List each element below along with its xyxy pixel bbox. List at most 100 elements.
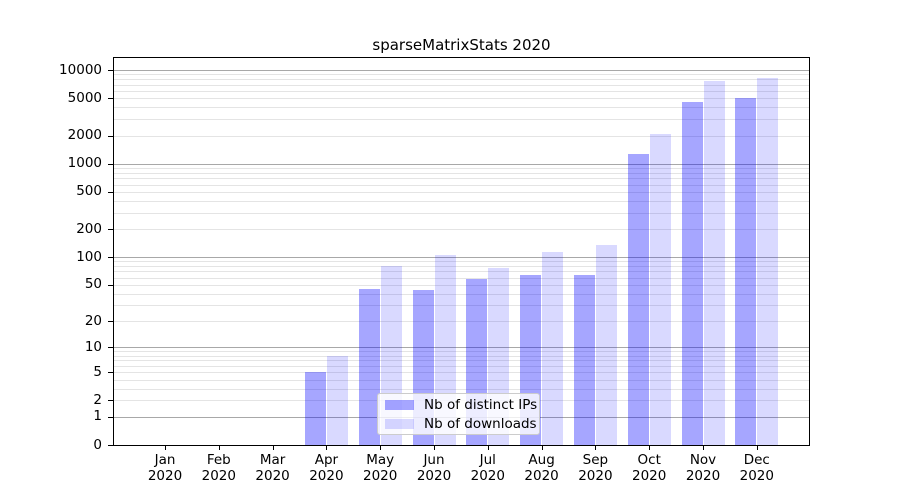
bar-downloads-nov [703,81,725,445]
bar-distinct-ips-dec [735,98,757,445]
bar-downloads-apr [326,355,348,445]
bar-distinct-ips-may [358,289,380,445]
y-tick-label: 20 [84,312,102,329]
gridline-minor [114,284,809,286]
x-tick [703,446,704,450]
legend-label: Nb of distinct IPs [424,396,538,413]
bar-distinct-ips-sep [573,275,595,445]
y-tick [108,136,113,137]
x-tick-label: Mar 2020 [255,452,290,484]
x-tick-label: Jun 2020 [416,452,452,484]
y-tick-label: 10 [84,338,102,355]
bar-downloads-sep [595,245,617,445]
gridline-minor [114,229,809,231]
gridline-minor [114,355,809,357]
gridline-major [114,347,809,349]
x-tick [219,446,220,450]
legend: Nb of distinct IPs Nb of downloads [377,393,540,435]
gridline-minor [114,365,809,367]
y-tick-label: 500 [76,183,102,200]
x-tick-label: Nov 2020 [685,452,721,484]
y-tick-label: 100 [76,248,102,265]
y-tick-label: 200 [76,220,102,237]
gridline-minor [114,321,809,322]
gridline-minor [114,261,809,263]
y-tick-label: 5 [93,363,102,380]
legend-swatch-distinct-ips [385,399,414,410]
gridline-minor [114,379,809,381]
y-tick [108,445,113,446]
x-tick [165,446,166,450]
gridline-minor [114,351,809,353]
x-tick [649,446,650,450]
y-tick [108,164,113,165]
gridline-minor [114,119,809,120]
gridline-minor [114,90,809,92]
gridline-minor [114,178,809,180]
gridline-minor [114,360,809,362]
gridline-minor [114,372,809,373]
gridline-minor [114,277,809,279]
gridline-minor [114,184,809,186]
bar-distinct-ips-apr [304,372,326,445]
x-tick-label: Apr 2020 [309,452,344,484]
bar-downloads-oct [649,133,671,445]
x-tick [542,446,543,450]
gridline-minor [114,201,809,202]
x-tick [273,446,274,450]
legend-item-downloads: Nb of downloads [385,416,537,432]
y-tick [108,321,113,322]
x-tick [595,446,596,450]
x-tick-label: Sep 2020 [578,452,613,484]
gridline-minor [114,191,809,193]
gridline-minor [114,79,809,81]
y-tick-label: 2 [93,391,102,408]
bar-downloads-dec [757,78,779,445]
gridline-minor [114,388,809,390]
gridline-minor [114,98,809,100]
gridline-minor [114,305,809,307]
legend-item-distinct-ips: Nb of distinct IPs [385,397,537,413]
bar-distinct-ips-nov [681,102,703,445]
gridline-minor [114,212,809,214]
x-tick-label: May 2020 [363,452,398,484]
y-tick-label: 5000 [67,89,102,106]
y-tick [108,229,113,230]
gridline-minor [114,74,809,76]
y-tick-label: 1 [93,408,102,425]
x-tick [380,446,381,450]
gridline-minor [114,84,809,86]
gridline-minor [114,107,809,109]
y-tick [108,192,113,193]
gridline-major [114,70,809,71]
gridline-major [114,163,809,165]
x-tick [326,446,327,450]
y-tick [108,347,113,348]
y-tick [108,372,113,373]
gridline-minor [114,271,809,273]
plot-area: Nb of distinct IPs Nb of downloads [113,57,810,446]
x-tick [434,446,435,450]
gridline-minor [114,266,809,268]
x-tick-label: Jan 2020 [147,452,183,484]
x-tick-label: Feb 2020 [201,452,236,484]
x-tick-label: Oct 2020 [632,452,667,484]
y-tick-label: 0 [93,436,102,453]
y-tick [108,285,113,286]
x-tick [488,446,489,450]
x-tick-label: Dec 2020 [739,452,774,484]
y-tick-label: 10000 [59,61,102,78]
gridline-major [114,257,809,259]
gridline-minor [114,293,809,295]
bar-distinct-ips-oct [627,154,649,445]
x-tick-label: Aug 2020 [524,452,559,484]
legend-label: Nb of downloads [424,415,537,432]
y-tick [108,257,113,258]
legend-swatch-downloads [385,418,414,429]
x-tick [757,446,758,450]
gridline-minor [114,168,809,169]
chart-title: sparseMatrixStats 2020 [372,36,551,54]
gridline-minor [114,172,809,174]
gridline-minor [114,135,809,137]
